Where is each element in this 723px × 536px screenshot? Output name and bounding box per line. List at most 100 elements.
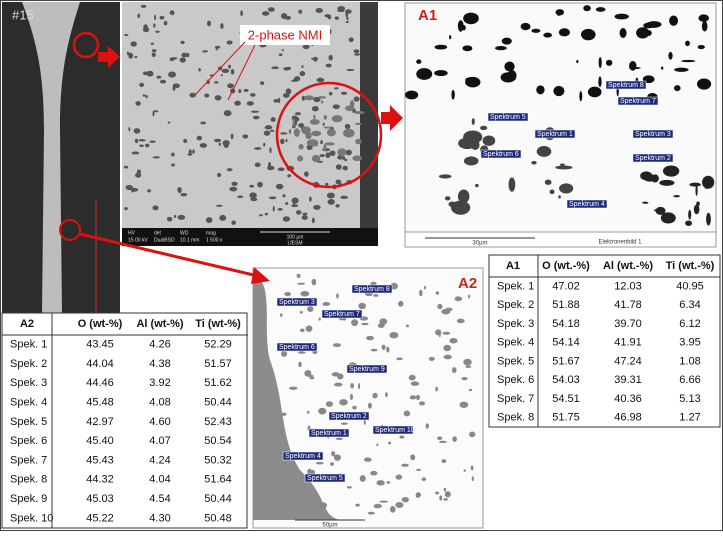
particle [237, 195, 244, 198]
particle [169, 57, 175, 62]
particle [151, 49, 157, 53]
cell: 12.03 [614, 280, 642, 292]
cell: 4.30 [149, 512, 170, 524]
cell: 4.24 [149, 454, 170, 466]
particle [272, 205, 275, 212]
particle [468, 388, 473, 392]
particle [334, 16, 339, 20]
particle [219, 214, 227, 221]
spectrum-label: Spektrum 1 [537, 131, 573, 138]
particle [462, 45, 473, 52]
particle [410, 381, 420, 386]
particle [271, 66, 279, 70]
cell: 51.88 [552, 299, 580, 311]
particle [180, 40, 185, 45]
particle [149, 140, 156, 143]
particle [318, 407, 327, 415]
row-label: Spek. 4 [497, 337, 534, 349]
particle [681, 59, 696, 63]
particle [651, 174, 659, 183]
particle [279, 448, 289, 452]
particle [304, 171, 309, 177]
particle [354, 122, 362, 126]
particle [268, 196, 277, 200]
spectrum-label: Spektrum 10 [375, 427, 415, 434]
particle [306, 139, 319, 147]
particle [150, 42, 155, 45]
marker-circle [72, 31, 100, 59]
cell: 54.03 [552, 374, 580, 386]
arrow [98, 46, 120, 68]
particle [254, 147, 262, 150]
particle [482, 135, 496, 146]
particle [186, 52, 190, 58]
particle [313, 114, 316, 120]
cell: 50.48 [204, 512, 232, 524]
cell: 50.32 [204, 454, 232, 466]
particle [655, 206, 666, 215]
particle [262, 11, 270, 16]
particle [409, 395, 417, 400]
particle [249, 184, 254, 188]
a2-scale: 50µm [322, 523, 337, 529]
particle [189, 92, 197, 98]
particle [363, 457, 372, 462]
particle [583, 5, 591, 12]
arrow-line [79, 232, 259, 278]
spectrum-label: Spektrum 2 [331, 413, 367, 420]
particle [339, 399, 348, 406]
particle [139, 82, 145, 87]
particle [309, 376, 315, 380]
particle [288, 386, 298, 390]
particle [435, 491, 440, 495]
particle [443, 354, 452, 360]
spectrum-tag [304, 473, 346, 483]
particle [549, 189, 555, 195]
sem-info-header: WD [180, 230, 189, 236]
particle [264, 125, 273, 130]
particle [386, 481, 391, 484]
particle [298, 361, 302, 368]
particle [337, 148, 347, 157]
particle [270, 117, 276, 123]
particle [441, 459, 447, 464]
spectrum-tag [328, 411, 370, 421]
particle [231, 181, 238, 186]
particle [674, 85, 681, 92]
particle [324, 142, 335, 146]
cell: 44.46 [86, 377, 114, 389]
cell: 46.98 [614, 412, 642, 424]
particle [215, 47, 218, 51]
cell: 45.40 [86, 435, 114, 447]
spectrum-tag [282, 451, 324, 461]
particle [230, 68, 235, 75]
particle [285, 138, 288, 143]
particle [281, 350, 288, 357]
particle [323, 143, 327, 152]
cell: 4.04 [149, 474, 170, 486]
cell: 4.38 [149, 358, 170, 370]
particle [343, 128, 355, 138]
a1-caption: Elektronenbild 1 [598, 240, 642, 246]
particle [543, 32, 552, 38]
particle [654, 208, 661, 212]
particle [137, 13, 141, 19]
sem-info-value: 1 500 x [206, 237, 223, 243]
sample-label: #15 [12, 7, 34, 22]
particle [153, 23, 156, 28]
spectrum-label: Spektrum 7 [620, 98, 656, 105]
nmi-label-box [240, 25, 330, 45]
particle [696, 201, 700, 206]
particle [310, 57, 319, 60]
cell: 51.64 [204, 474, 232, 486]
particle [363, 419, 366, 425]
particle [693, 204, 700, 215]
particle [438, 332, 441, 338]
particle [298, 123, 305, 128]
particle [130, 41, 137, 47]
particle [205, 217, 213, 224]
cell: 45.22 [86, 512, 114, 524]
row-label: Spek. 6 [10, 435, 47, 447]
particle [279, 132, 288, 135]
particle [163, 20, 168, 26]
